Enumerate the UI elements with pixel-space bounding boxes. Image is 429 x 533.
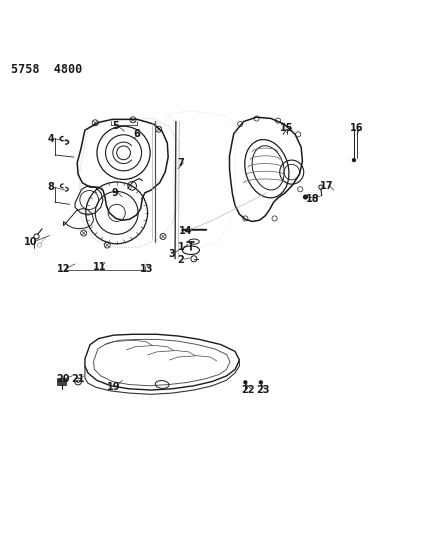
Text: 5758  4800: 5758 4800 [11,63,82,76]
Text: 9: 9 [112,188,118,198]
Text: 20: 20 [57,374,70,384]
Circle shape [303,195,308,199]
Text: 22: 22 [241,385,255,395]
FancyBboxPatch shape [57,378,66,385]
Circle shape [259,380,263,384]
Text: 5: 5 [112,121,119,131]
Text: 3: 3 [168,248,175,259]
Text: 2: 2 [178,255,184,265]
Text: 6: 6 [133,130,140,139]
Text: 17: 17 [320,181,334,191]
Text: 8: 8 [47,182,54,192]
Text: 16: 16 [350,123,364,133]
Text: 13: 13 [140,264,154,273]
Text: 12: 12 [57,264,70,273]
Circle shape [243,380,248,384]
Text: 7: 7 [178,158,184,168]
Text: 21: 21 [71,374,85,384]
Text: 14: 14 [178,227,192,236]
Text: 15: 15 [280,123,293,133]
Text: 23: 23 [256,385,269,395]
Circle shape [352,158,356,162]
Text: 4: 4 [47,134,54,144]
Text: 11: 11 [93,262,106,272]
Text: 19: 19 [107,383,121,392]
Text: 18: 18 [305,193,319,204]
Text: 1: 1 [178,242,184,252]
Text: 10: 10 [24,237,38,247]
